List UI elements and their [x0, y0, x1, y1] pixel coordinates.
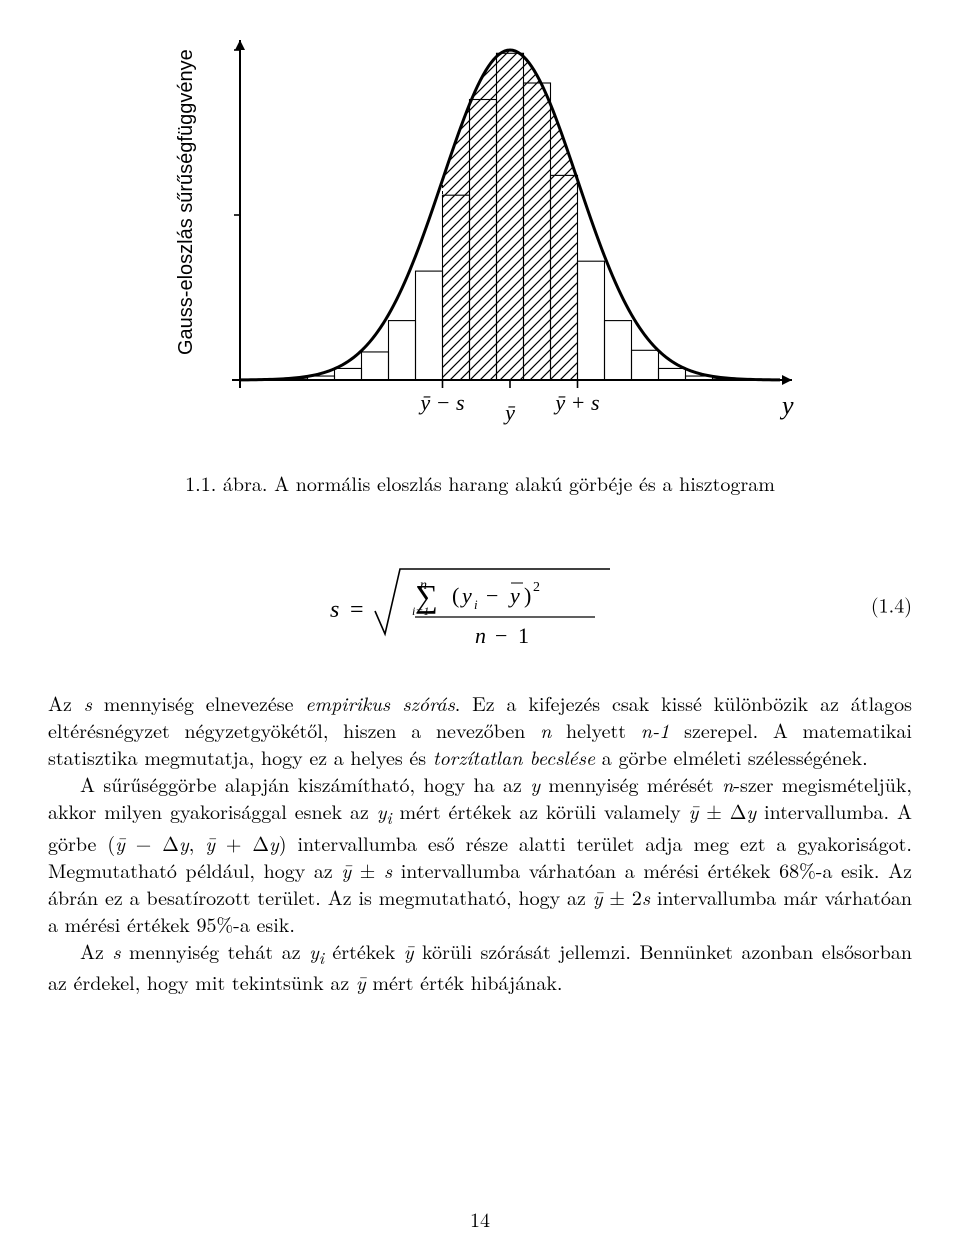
svg-text:s: s [330, 597, 339, 623]
svg-text:ȳ − s: ȳ − s [418, 390, 464, 415]
paragraph-1: Az s mennyiség elnevezése empirikus szór… [48, 689, 912, 770]
equation-row: s = n − 1 n ∑ i=1 ( y i − y ) 2 (1.4) [48, 539, 912, 669]
gaussian-svg: ȳ − s ȳ ȳ + s y Gauss-eloszlás sűrűségfüggvé… [150, 30, 810, 440]
svg-text:Gauss-eloszlás sűrűségfüggvény: Gauss-eloszlás sűrűségfüggvénye [175, 49, 197, 355]
svg-text:i: i [474, 597, 478, 612]
figure-container: ȳ − s ȳ ȳ + s y Gauss-eloszlás sűrűségfüggvé… [48, 30, 912, 497]
p1-emph: empirikus szórás [305, 688, 454, 717]
page-number: 14 [0, 1204, 960, 1233]
paragraph-3: Az s mennyiség tehát az yi értékek ȳ kör… [48, 937, 912, 996]
svg-text:=: = [350, 597, 364, 623]
svg-text:): ) [524, 583, 531, 608]
p1-s: s [84, 688, 92, 717]
caption-text: A normális eloszlás harang alakú görbéje… [267, 468, 774, 497]
svg-text:i=1: i=1 [412, 604, 429, 618]
p1-emph2: torzítatlan becslése [433, 742, 595, 771]
p1-d: helyett [551, 715, 640, 744]
body-text: Az s mennyiség elnevezése empirikus szór… [48, 689, 912, 995]
svg-text:1: 1 [518, 623, 529, 648]
svg-text:ȳ: ȳ [503, 400, 516, 425]
svg-text:2: 2 [533, 580, 540, 595]
svg-text:−: − [486, 583, 498, 608]
svg-text:ȳ + s: ȳ + s [553, 390, 599, 415]
svg-text:(: ( [452, 583, 459, 608]
paragraph-2: A sűrűséggörbe alapján kiszámítható, hog… [48, 770, 912, 937]
p1-n: n [540, 715, 551, 744]
equation-svg: s = n − 1 n ∑ i=1 ( y i − y ) 2 [280, 539, 680, 669]
p1-f: a görbe elméleti szélességének. [595, 742, 868, 771]
svg-text:y: y [779, 391, 794, 420]
svg-text:y: y [508, 583, 520, 608]
equation-number: (1.4) [871, 590, 912, 619]
p1-nm1: n-1 [641, 715, 670, 744]
caption-number: 1.1. ábra. [185, 468, 267, 497]
svg-text:n: n [475, 623, 486, 648]
svg-text:y: y [460, 583, 472, 608]
figure-caption: 1.1. ábra. A normális eloszlás harang al… [48, 468, 912, 497]
svg-text:−: − [495, 623, 507, 648]
p1-b: mennyiség elnevezése [92, 688, 305, 717]
gaussian-figure: ȳ − s ȳ ȳ + s y Gauss-eloszlás sűrűségfüggvé… [150, 30, 810, 440]
p1-a: Az [48, 688, 84, 717]
page: ȳ − s ȳ ȳ + s y Gauss-eloszlás sűrűségfüggvé… [0, 0, 960, 1255]
